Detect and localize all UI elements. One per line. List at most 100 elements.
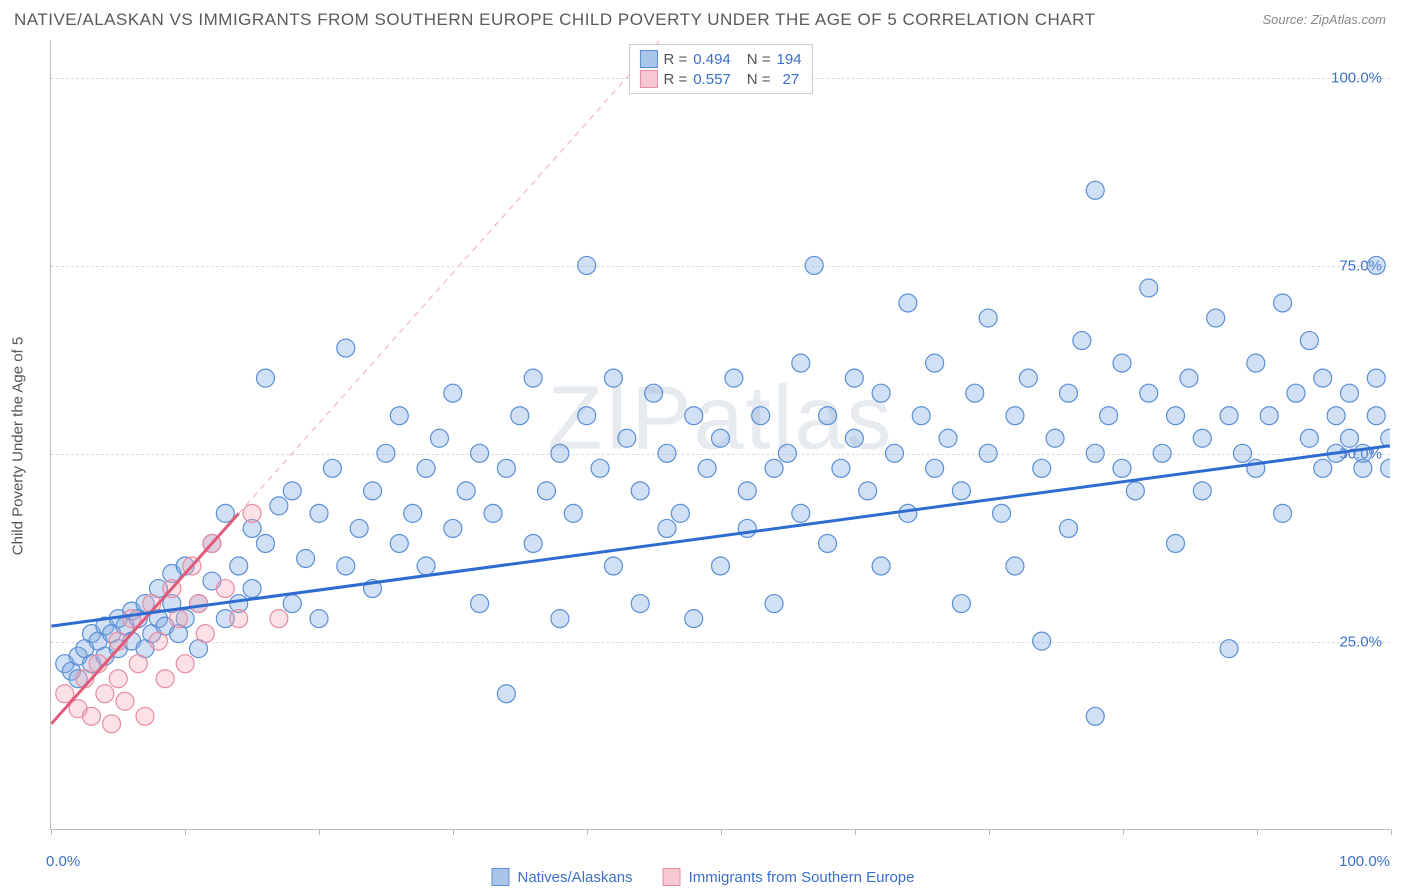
legend-row-1: R = 0.494 N = 194 — [639, 49, 801, 69]
data-point — [256, 534, 274, 552]
data-point — [698, 459, 716, 477]
data-point — [230, 557, 248, 575]
data-point — [738, 482, 756, 500]
data-point — [1314, 369, 1332, 387]
data-point — [243, 580, 261, 598]
data-point — [1207, 309, 1225, 327]
x-tick — [989, 829, 990, 835]
n-value-2: 27 — [783, 71, 800, 88]
data-point — [1381, 459, 1390, 477]
data-point — [1167, 534, 1185, 552]
data-point — [1300, 332, 1318, 350]
data-point — [1006, 407, 1024, 425]
data-point — [685, 407, 703, 425]
data-point — [1287, 384, 1305, 402]
data-point — [604, 557, 622, 575]
x-tick-0: 0.0% — [46, 853, 80, 870]
data-point — [1140, 384, 1158, 402]
data-point — [939, 429, 957, 447]
r-label-2: R = — [663, 71, 687, 88]
data-point — [604, 369, 622, 387]
data-point — [1019, 369, 1037, 387]
data-point — [350, 519, 368, 537]
data-point — [778, 444, 796, 462]
data-point — [952, 482, 970, 500]
data-point — [484, 504, 502, 522]
data-point — [1341, 384, 1359, 402]
source-attribution: Source: ZipAtlas.com — [1262, 12, 1386, 27]
data-point — [1086, 181, 1104, 199]
data-point — [196, 625, 214, 643]
data-point — [752, 407, 770, 425]
data-point — [1193, 482, 1211, 500]
data-point — [1260, 407, 1278, 425]
data-point — [845, 429, 863, 447]
legend-item-natives: Natives/Alaskans — [492, 868, 633, 886]
data-point — [872, 384, 890, 402]
x-tick — [855, 829, 856, 835]
data-point — [685, 610, 703, 628]
data-point — [471, 444, 489, 462]
data-point — [230, 610, 248, 628]
data-point — [270, 610, 288, 628]
data-point — [417, 459, 435, 477]
data-point — [1180, 369, 1198, 387]
data-point — [885, 444, 903, 462]
r-label-1: R = — [663, 51, 687, 68]
data-point — [966, 384, 984, 402]
data-point — [444, 384, 462, 402]
data-point — [993, 504, 1011, 522]
data-point — [136, 707, 154, 725]
data-point — [1247, 354, 1265, 372]
data-point — [96, 685, 114, 703]
data-point — [792, 504, 810, 522]
x-tick — [51, 829, 52, 835]
r-value-2: 0.557 — [693, 71, 731, 88]
data-point — [578, 407, 596, 425]
data-point — [618, 429, 636, 447]
data-point — [926, 354, 944, 372]
data-point — [310, 610, 328, 628]
n-value-1: 194 — [777, 51, 802, 68]
data-point — [912, 407, 930, 425]
data-point — [1220, 640, 1238, 658]
x-tick — [1391, 829, 1392, 835]
data-point — [1233, 444, 1251, 462]
legend-item-label-2: Immigrants from Southern Europe — [689, 869, 915, 886]
data-point — [1193, 429, 1211, 447]
data-point — [765, 595, 783, 613]
legend-item-swatch-pink — [663, 868, 681, 886]
data-point — [1220, 407, 1238, 425]
data-point — [631, 482, 649, 500]
data-point — [1086, 444, 1104, 462]
data-point — [899, 504, 917, 522]
x-tick — [319, 829, 320, 835]
data-point — [1073, 332, 1091, 350]
correlation-legend: R = 0.494 N = 194 R = 0.557 N = 27 — [628, 44, 812, 94]
x-tick-100: 100.0% — [1339, 853, 1390, 870]
data-point — [538, 482, 556, 500]
data-point — [524, 369, 542, 387]
data-point — [337, 339, 355, 357]
data-point — [805, 256, 823, 274]
legend-item-swatch-blue — [492, 868, 510, 886]
data-point — [738, 519, 756, 537]
data-point — [1300, 429, 1318, 447]
data-point — [216, 580, 234, 598]
legend-swatch-pink — [639, 70, 657, 88]
data-point — [792, 354, 810, 372]
data-point — [1059, 519, 1077, 537]
data-point — [671, 504, 689, 522]
data-point — [658, 519, 676, 537]
r-value-1: 0.494 — [693, 51, 731, 68]
data-point — [1274, 504, 1292, 522]
data-point — [832, 459, 850, 477]
chart-title: NATIVE/ALASKAN VS IMMIGRANTS FROM SOUTHE… — [14, 10, 1096, 30]
data-point — [658, 444, 676, 462]
data-point — [725, 369, 743, 387]
data-point — [156, 670, 174, 688]
data-point — [859, 482, 877, 500]
data-point — [979, 444, 997, 462]
data-point — [390, 534, 408, 552]
data-point — [417, 557, 435, 575]
